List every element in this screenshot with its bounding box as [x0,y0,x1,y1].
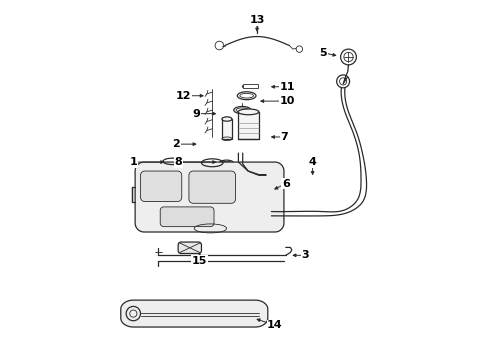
FancyBboxPatch shape [238,112,258,139]
Polygon shape [188,171,235,203]
Ellipse shape [222,117,231,121]
Text: 6: 6 [281,179,289,189]
Text: 12: 12 [175,91,191,101]
Text: 10: 10 [279,96,295,106]
Text: 8: 8 [174,157,182,167]
Text: 11: 11 [279,82,295,92]
Text: 9: 9 [192,109,200,119]
Polygon shape [160,207,214,226]
Text: 15: 15 [192,256,207,266]
Text: 3: 3 [301,250,308,260]
Polygon shape [178,242,201,253]
Text: 14: 14 [266,320,282,330]
Text: 4: 4 [308,157,316,167]
Text: 2: 2 [172,139,180,149]
Polygon shape [121,300,267,327]
Polygon shape [135,162,284,232]
FancyBboxPatch shape [243,84,257,88]
Polygon shape [140,171,182,202]
Ellipse shape [238,109,258,115]
Text: 13: 13 [249,15,264,26]
Text: 1: 1 [129,157,137,167]
Text: 5: 5 [319,48,326,58]
FancyBboxPatch shape [222,119,231,139]
Text: 7: 7 [280,132,287,142]
